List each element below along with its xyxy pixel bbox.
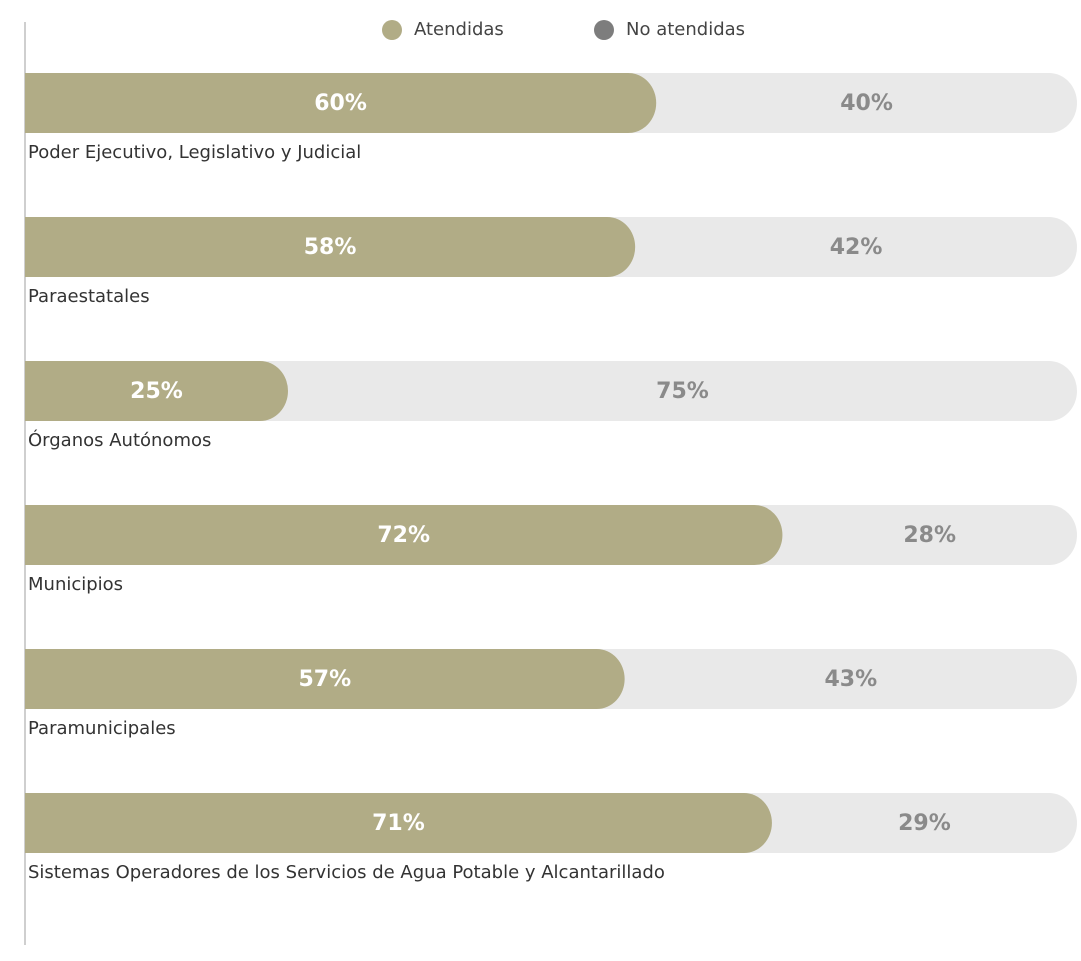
category-label: Paraestatales — [28, 286, 150, 307]
value-label: 72% — [377, 523, 430, 548]
value-label: 40% — [840, 91, 893, 116]
legend-label: No atendidas — [626, 19, 745, 40]
value-label: 58% — [304, 235, 357, 260]
value-label: 25% — [130, 379, 183, 404]
value-label: 60% — [314, 91, 367, 116]
legend-marker — [382, 20, 402, 40]
category-label: Órganos Autónomos — [28, 429, 211, 451]
value-label: 57% — [298, 667, 351, 692]
value-label: 29% — [898, 811, 951, 836]
category-label: Paramunicipales — [28, 718, 176, 739]
value-label: 71% — [372, 811, 425, 836]
chart: Atendidas No atendidas 60% 40% Poder Ejecuti… — [0, 0, 1081, 961]
value-label: 42% — [830, 235, 883, 260]
value-label: 43% — [824, 667, 877, 692]
legend-marker — [594, 20, 614, 40]
category-label: Municipios — [28, 574, 123, 595]
value-label: 28% — [903, 523, 956, 548]
legend-label: Atendidas — [414, 19, 504, 40]
category-label: Sistemas Operadores de los Servicios de … — [28, 862, 665, 883]
category-label: Poder Ejecutivo, Legislativo y Judicial — [28, 142, 361, 163]
value-label: 75% — [656, 379, 709, 404]
